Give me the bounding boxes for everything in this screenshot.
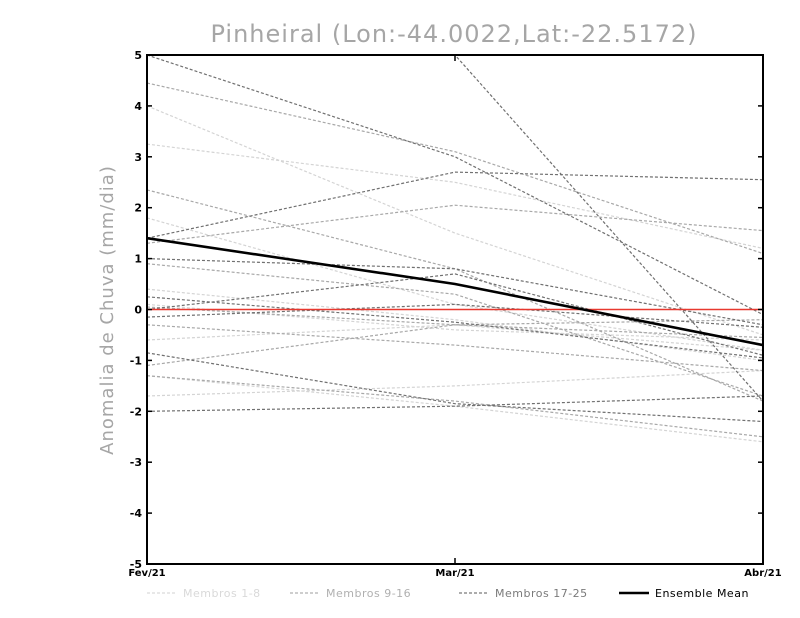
member-line-g3-2 <box>451 55 763 402</box>
x-tick-label: Mar/21 <box>435 568 474 579</box>
member-line-g2-4 <box>147 263 763 397</box>
plot-area <box>147 55 763 443</box>
member-line-g3-4 <box>147 258 763 326</box>
ensemble-mean-line <box>147 236 763 347</box>
member-line-g3-7 <box>147 352 763 423</box>
member-line-g1-2 <box>147 143 763 249</box>
member-line-g2-6 <box>147 324 763 372</box>
member-line-g1-1 <box>147 105 763 336</box>
member-line-g1-4 <box>147 288 763 361</box>
y-axis-label: Anomalia de Chuva (mm/dia) <box>97 165 118 455</box>
legend-label-2: Membros 9-16 <box>326 587 411 600</box>
member-line-g3-6 <box>147 303 763 328</box>
y-tick-label: -2 <box>130 405 142 418</box>
y-tick-label: -3 <box>130 456 142 469</box>
member-line-g1-6 <box>147 375 763 443</box>
y-tick-label: 3 <box>134 151 142 164</box>
chart-title: Pinheiral (Lon:-44.0022,Lat:-22.5172) <box>210 20 697 48</box>
x-tick-label: Abr/21 <box>744 568 781 579</box>
y-tick-label: 2 <box>134 202 142 215</box>
series-layer <box>147 55 763 443</box>
member-line-g3-3 <box>147 171 763 239</box>
x-tick-label: Fev/21 <box>128 568 165 579</box>
member-line-g1-8 <box>147 324 763 351</box>
y-tick-label: -1 <box>130 354 142 367</box>
member-line-g1-7 <box>147 370 763 397</box>
legend-label-4: Ensemble Mean <box>655 587 749 600</box>
member-line-g2-1 <box>147 82 763 255</box>
y-tick-label: 0 <box>134 304 142 317</box>
y-tick-label: 1 <box>134 253 142 266</box>
member-line-g3-5 <box>147 296 763 359</box>
y-tick-label: -4 <box>130 507 143 520</box>
legend: Membros 1-8 Membros 9-16 Membros 17-25 Ense… <box>147 587 749 600</box>
member-line-g2-2 <box>147 189 763 402</box>
member-line-g2-7 <box>147 375 763 438</box>
member-line-g3-9 <box>147 273 763 356</box>
member-line-g2-8 <box>147 324 763 367</box>
member-line-g3-8 <box>147 395 763 412</box>
y-tick-label: 4 <box>134 100 142 113</box>
member-line-g1-3 <box>147 217 763 351</box>
member-line-g3-1 <box>147 55 763 316</box>
axes: -5 -4 -3 -2 -1 0 1 2 3 4 5 Fev/21 Mar/21 Abr/21 <box>128 49 781 579</box>
y-tick-label: 5 <box>134 49 142 62</box>
member-line-g2-3 <box>147 204 763 244</box>
legend-label-1: Membros 1-8 <box>183 587 261 600</box>
legend-label-3: Membros 17-25 <box>495 587 588 600</box>
y-tick-label: -5 <box>130 558 142 571</box>
